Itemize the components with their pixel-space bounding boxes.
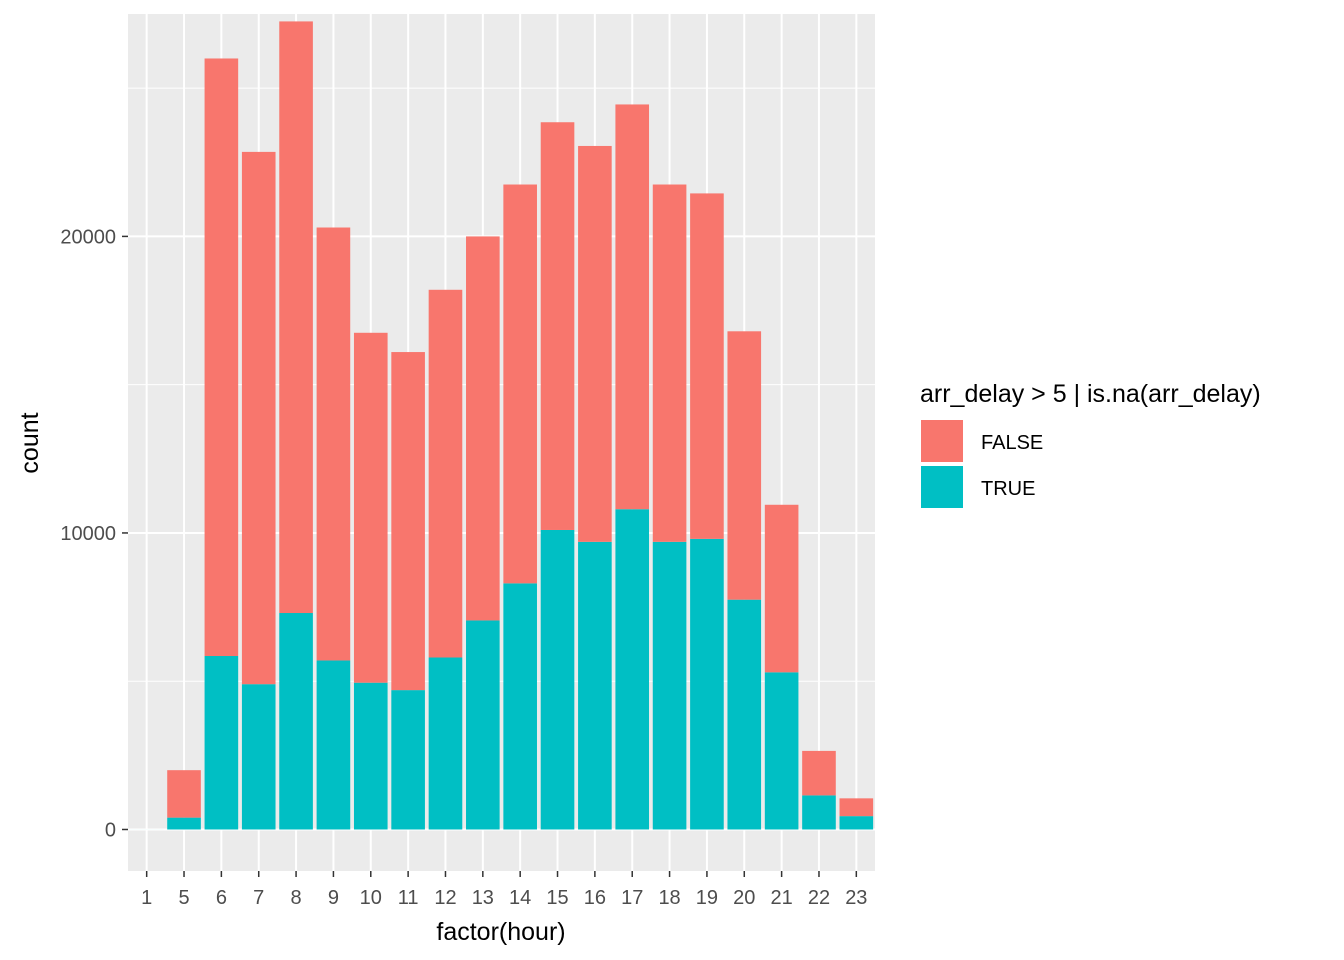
x-tick-label: 14	[509, 887, 531, 909]
bar-false-17	[615, 104, 650, 510]
bar-true-15	[540, 529, 575, 830]
x-tick-label: 16	[584, 887, 606, 909]
y-axis: 0 10000 20000	[60, 226, 128, 841]
bar-false-7	[241, 151, 276, 685]
x-tick-label: 19	[696, 887, 718, 909]
legend-title: arr_delay > 5 | is.na(arr_delay)	[920, 380, 1261, 408]
bar-false-21	[764, 504, 799, 673]
y-tick-label: 20000	[60, 226, 116, 248]
bar-true-7	[241, 684, 276, 830]
bar-false-22	[802, 750, 836, 796]
bar-false-10	[353, 332, 388, 683]
bar-true-18	[652, 541, 687, 830]
bar-false-16	[578, 145, 612, 542]
bar-true-11	[391, 690, 425, 830]
legend: arr_delay > 5 | is.na(arr_delay) FALSE TR…	[920, 380, 1261, 508]
bar-true-19	[690, 538, 724, 830]
x-tick-label: 23	[845, 887, 867, 909]
x-tick-label: 17	[621, 887, 643, 909]
bar-false-19	[690, 193, 724, 539]
x-tick-label: 8	[291, 887, 302, 909]
bar-true-10	[353, 682, 388, 830]
x-tick-label: 22	[808, 887, 830, 909]
x-tick-label: 10	[360, 887, 382, 909]
x-tick-label: 18	[658, 887, 680, 909]
x-tick-label: 9	[328, 887, 339, 909]
bar-false-23	[839, 798, 874, 817]
y-axis-title: count	[16, 412, 44, 473]
x-tick-label: 6	[216, 887, 227, 909]
legend-key-true	[921, 466, 963, 508]
legend-key-false	[921, 420, 963, 462]
bar-true-9	[316, 660, 351, 830]
bar-true-20	[727, 599, 762, 830]
bar-false-20	[727, 331, 762, 600]
bar-true-12	[428, 657, 463, 830]
legend-label-true: TRUE	[981, 478, 1035, 500]
x-tick-label: 1	[141, 887, 152, 909]
bar-false-15	[540, 122, 575, 530]
bar-false-12	[428, 289, 463, 658]
x-tick-label: 20	[733, 887, 755, 909]
y-tick-label: 10000	[60, 523, 116, 545]
bar-true-23	[839, 816, 874, 830]
x-tick-label: 11	[398, 887, 419, 909]
bar-false-9	[316, 227, 351, 661]
bar-true-14	[503, 583, 537, 830]
bar-true-17	[615, 509, 650, 830]
bar-true-22	[802, 795, 836, 830]
bars	[129, 21, 874, 830]
bar-true-5	[167, 817, 201, 830]
y-tick-label: 0	[105, 819, 116, 841]
bar-true-16	[578, 541, 612, 830]
bar-false-18	[652, 184, 687, 542]
bar-true-21	[764, 672, 799, 830]
bar-false-5	[167, 770, 201, 818]
bar-false-13	[466, 236, 500, 621]
bar-false-8	[279, 21, 313, 614]
x-axis: 1 5 6 7 8 9 10 11 12 13 14 15 16 17 18 19 20 21 22 23	[141, 871, 867, 909]
bar-true-13	[466, 620, 500, 830]
x-tick-label: 21	[771, 887, 793, 909]
x-tick-label: 12	[434, 887, 456, 909]
x-tick-label: 7	[253, 887, 264, 909]
bar-false-11	[391, 352, 425, 691]
legend-label-false: FALSE	[981, 432, 1043, 454]
bar-true-8	[279, 613, 313, 830]
x-tick-label: 15	[546, 887, 568, 909]
bar-false-6	[204, 58, 239, 657]
x-axis-title: factor(hour)	[436, 918, 565, 946]
bar-true-6	[204, 656, 239, 830]
legend-keys: FALSE TRUE	[921, 420, 1043, 508]
bar-false-14	[503, 184, 537, 584]
x-tick-label: 5	[178, 887, 189, 909]
x-tick-label: 13	[472, 887, 494, 909]
plot-panel	[128, 14, 875, 871]
